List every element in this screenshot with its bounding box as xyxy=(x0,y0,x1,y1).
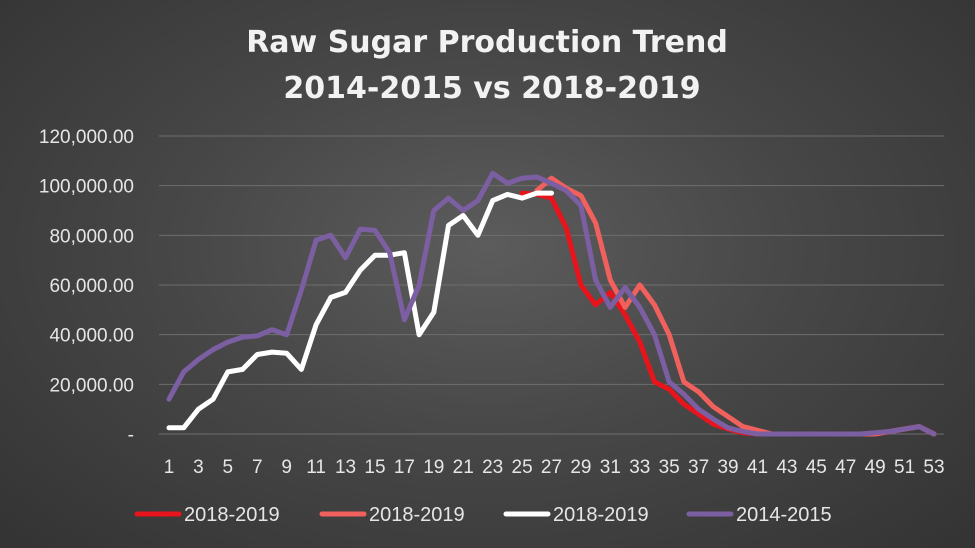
x-tick-label: 11 xyxy=(306,457,326,478)
chart-title-line-1: Raw Sugar Production Trend xyxy=(246,25,728,60)
y-tick-label: 120,000.00 xyxy=(39,127,134,148)
chart-title-line-2: 2014-2015 vs 2018-2019 xyxy=(283,71,700,106)
x-tick-label: 49 xyxy=(865,457,886,478)
legend: 2018-2019 2018-2019 2018-2019 2014-2015 xyxy=(134,504,832,526)
x-tick-label: 17 xyxy=(394,457,415,478)
x-tick-label: 45 xyxy=(806,457,827,478)
series-line-3 xyxy=(166,190,554,431)
legend-label: 2018-2019 xyxy=(553,504,649,526)
x-tick-label: 37 xyxy=(688,457,709,478)
x-tick-label: 27 xyxy=(541,457,562,478)
x-tick-label: 5 xyxy=(223,457,234,478)
y-tick-label: 100,000.00 xyxy=(39,177,134,198)
x-axis-tick-labels: 1 3 5 7 9 11 13 15 17 19 21 23 25 27 29 31 33 35 37 39 41 43 4… xyxy=(164,457,945,478)
x-tick-label: 51 xyxy=(894,457,915,478)
series-lines xyxy=(166,170,937,437)
chart-title: Raw Sugar Production Trend 2014-2015 vs … xyxy=(246,25,728,106)
x-tick-label: 13 xyxy=(335,457,356,478)
legend-label: 2014-2015 xyxy=(736,504,832,526)
x-tick-label: 31 xyxy=(600,457,621,478)
series-line-4 xyxy=(166,170,937,437)
legend-label: 2018-2019 xyxy=(369,504,465,526)
x-tick-label: 53 xyxy=(923,457,944,478)
x-tick-label: 21 xyxy=(453,457,474,478)
y-tick-label: 60,000.00 xyxy=(49,276,134,297)
legend-label: 2018-2019 xyxy=(184,504,280,526)
x-tick-label: 33 xyxy=(629,457,650,478)
x-tick-label: 7 xyxy=(252,457,263,478)
x-tick-label: 15 xyxy=(364,457,385,478)
y-tick-label: 40,000.00 xyxy=(49,326,134,347)
y-tick-label: - xyxy=(128,425,134,446)
y-tick-label: 80,000.00 xyxy=(49,226,134,247)
x-tick-label: 47 xyxy=(835,457,856,478)
x-tick-label: 39 xyxy=(717,457,738,478)
x-tick-label: 25 xyxy=(512,457,533,478)
x-tick-label: 1 xyxy=(164,457,175,478)
x-tick-label: 35 xyxy=(659,457,680,478)
y-tick-label: 20,000.00 xyxy=(49,375,134,396)
x-tick-label: 9 xyxy=(281,457,292,478)
x-tick-label: 23 xyxy=(482,457,503,478)
x-tick-label: 3 xyxy=(193,457,204,478)
x-tick-label: 19 xyxy=(423,457,444,478)
x-tick-label: 41 xyxy=(747,457,768,478)
x-tick-label: 43 xyxy=(776,457,797,478)
y-axis-tick-labels: - 20,000.00 40,000.00 60,000.00 80,000.00 100… xyxy=(39,127,134,446)
x-tick-label: 29 xyxy=(570,457,591,478)
